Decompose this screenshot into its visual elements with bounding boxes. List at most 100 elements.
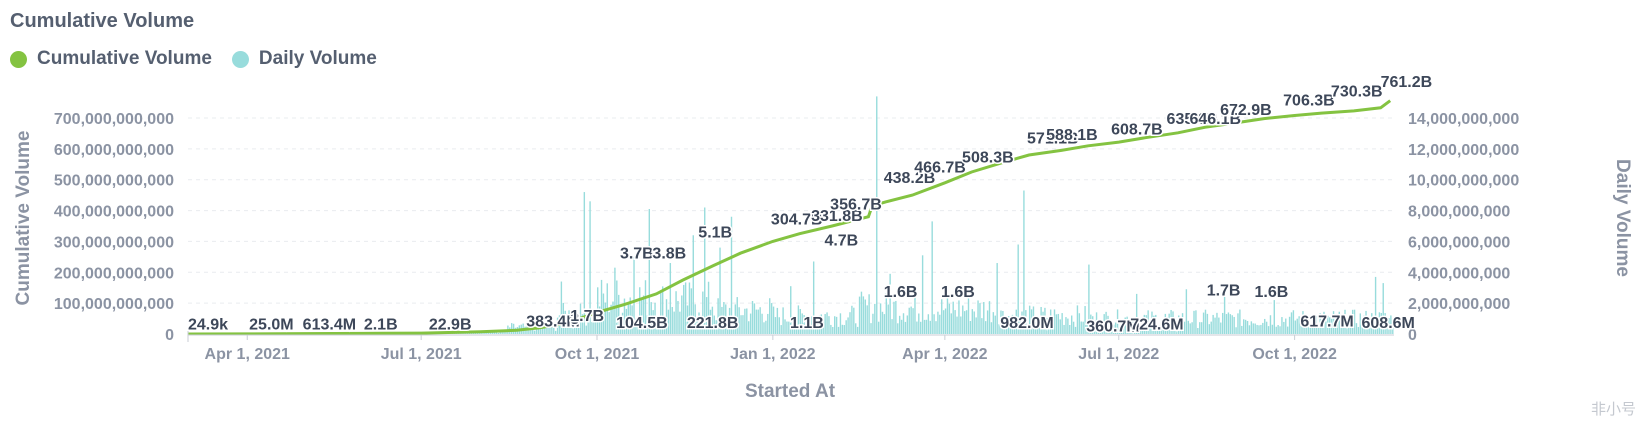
daily-volume-bar (1264, 318, 1266, 334)
daily-volume-bar (839, 313, 842, 334)
daily-volume-bar (598, 306, 601, 334)
daily-volume-bar (1212, 314, 1214, 334)
daily-volume-bar (1300, 325, 1302, 334)
data-label: 438.2B (884, 170, 936, 187)
daily-volume-bar (505, 330, 507, 334)
daily-volume-bar (1124, 317, 1126, 334)
daily-volume-bar (560, 281, 563, 334)
daily-volume-bar (1158, 325, 1161, 334)
daily-volume-bar (1126, 316, 1128, 334)
daily-volume-bar (553, 325, 555, 334)
daily-volume-bar (619, 316, 622, 334)
daily-volume-bar (935, 321, 937, 334)
data-label: 3.8B (652, 245, 686, 262)
daily-volume-bar (1388, 318, 1390, 334)
daily-volume-bar (753, 303, 756, 334)
x-axis-label: Started At (745, 381, 836, 402)
daily-volume-bar (495, 332, 498, 334)
daily-volume-bar (1055, 314, 1058, 334)
data-label: 1.7B (570, 308, 604, 325)
daily-volume-bar (1187, 320, 1189, 334)
daily-volume-bar (1248, 325, 1251, 334)
daily-volume-bar (549, 327, 551, 334)
daily-volume-bar (533, 330, 536, 334)
daily-volume-bar (746, 308, 748, 334)
daily-volume-bar (1325, 321, 1327, 334)
daily-volume-bar (1015, 309, 1017, 334)
daily-volume-bar (1137, 318, 1140, 334)
data-label: 3 (570, 311, 579, 328)
daily-volume-bar (877, 321, 880, 334)
daily-volume-bar (830, 324, 832, 334)
daily-volume-bar (803, 315, 805, 334)
daily-volume-bar (677, 300, 679, 334)
daily-volume-bar (988, 301, 991, 334)
daily-volume-bar (497, 332, 500, 334)
daily-volume-bar (650, 302, 652, 334)
daily-volume-bar (927, 314, 930, 334)
daily-volume-bar (786, 321, 788, 334)
daily-volume-bar (1313, 316, 1316, 334)
daily-volume-bar (1210, 321, 1212, 334)
daily-volume-bar (1244, 319, 1247, 334)
legend-item-daily[interactable]: Daily Volume (231, 48, 377, 70)
daily-volume-bar (581, 314, 584, 334)
daily-volume-bar (979, 303, 981, 334)
daily-volume-bar (1334, 314, 1337, 334)
data-label: 2.1B (364, 316, 398, 333)
daily-volume-bar (1223, 296, 1226, 334)
y-right-tick-label: 14,000,000,000 (1408, 111, 1519, 128)
daily-volume-bar (486, 332, 488, 334)
daily-volume-bar (1208, 324, 1211, 334)
y-left-tick-label: 600,000,000,000 (54, 142, 174, 159)
daily-volume-bar (684, 282, 687, 334)
y-right-axis-label: Daily Volume (1612, 159, 1633, 277)
daily-volume-bar (1262, 322, 1264, 334)
daily-volume-bar (994, 315, 996, 334)
data-label: 221.8B (687, 315, 739, 332)
daily-volume-bar (738, 307, 740, 334)
daily-volume-bar (478, 332, 480, 334)
daily-volume-bar (860, 291, 863, 334)
daily-volume-bar (574, 313, 576, 334)
daily-volume-bar (1216, 312, 1218, 334)
daily-volume-bar (642, 295, 645, 334)
daily-volume-bar (960, 316, 962, 334)
daily-volume-bar (874, 303, 876, 334)
daily-volume-bar (577, 325, 580, 334)
daily-volume-bar (1376, 325, 1379, 334)
daily-volume-bar (1199, 322, 1201, 334)
data-label: 571.1B (1027, 130, 1079, 147)
daily-volume-bar (1372, 325, 1375, 334)
data-label: 1.1B (790, 315, 824, 332)
daily-volume-bar (1309, 326, 1312, 334)
daily-volume-bar (1007, 316, 1010, 334)
y-left-axis-ticks: 0 100,000,000,000 200,000,000,000 300,000,0… (54, 111, 174, 344)
daily-volume-bar (759, 307, 761, 334)
x-tick-label: Apr 1, 2022 (902, 346, 987, 363)
daily-volume-bar (769, 298, 771, 334)
daily-volume-bar (870, 323, 872, 334)
daily-volume-bar (608, 312, 610, 334)
daily-volume-bar (566, 322, 568, 334)
daily-volume-bar (1250, 321, 1253, 334)
daily-volume-bar (946, 297, 949, 334)
daily-volume-bar (1088, 264, 1090, 334)
daily-volume-bar (673, 311, 675, 334)
daily-volume-bar (1332, 311, 1335, 334)
legend-item-cumulative[interactable]: Cumulative Volume (10, 48, 212, 70)
daily-volume-bar (1155, 314, 1157, 334)
daily-volume-bar (1281, 317, 1283, 334)
daily-volume-bar (1103, 314, 1105, 334)
daily-volume-bar (698, 312, 700, 334)
daily-volume-bar (797, 305, 800, 334)
daily-volume-bar (1269, 315, 1272, 334)
daily-volume-bar (554, 330, 557, 334)
daily-volume-bar (1315, 315, 1318, 334)
daily-volume-bar (1128, 325, 1130, 334)
daily-volume-bar (847, 317, 849, 334)
daily-volume-bar (921, 255, 924, 334)
daily-volume-bar (1011, 314, 1014, 334)
daily-volume-bar (948, 303, 951, 334)
daily-volume-bar (1283, 321, 1285, 334)
